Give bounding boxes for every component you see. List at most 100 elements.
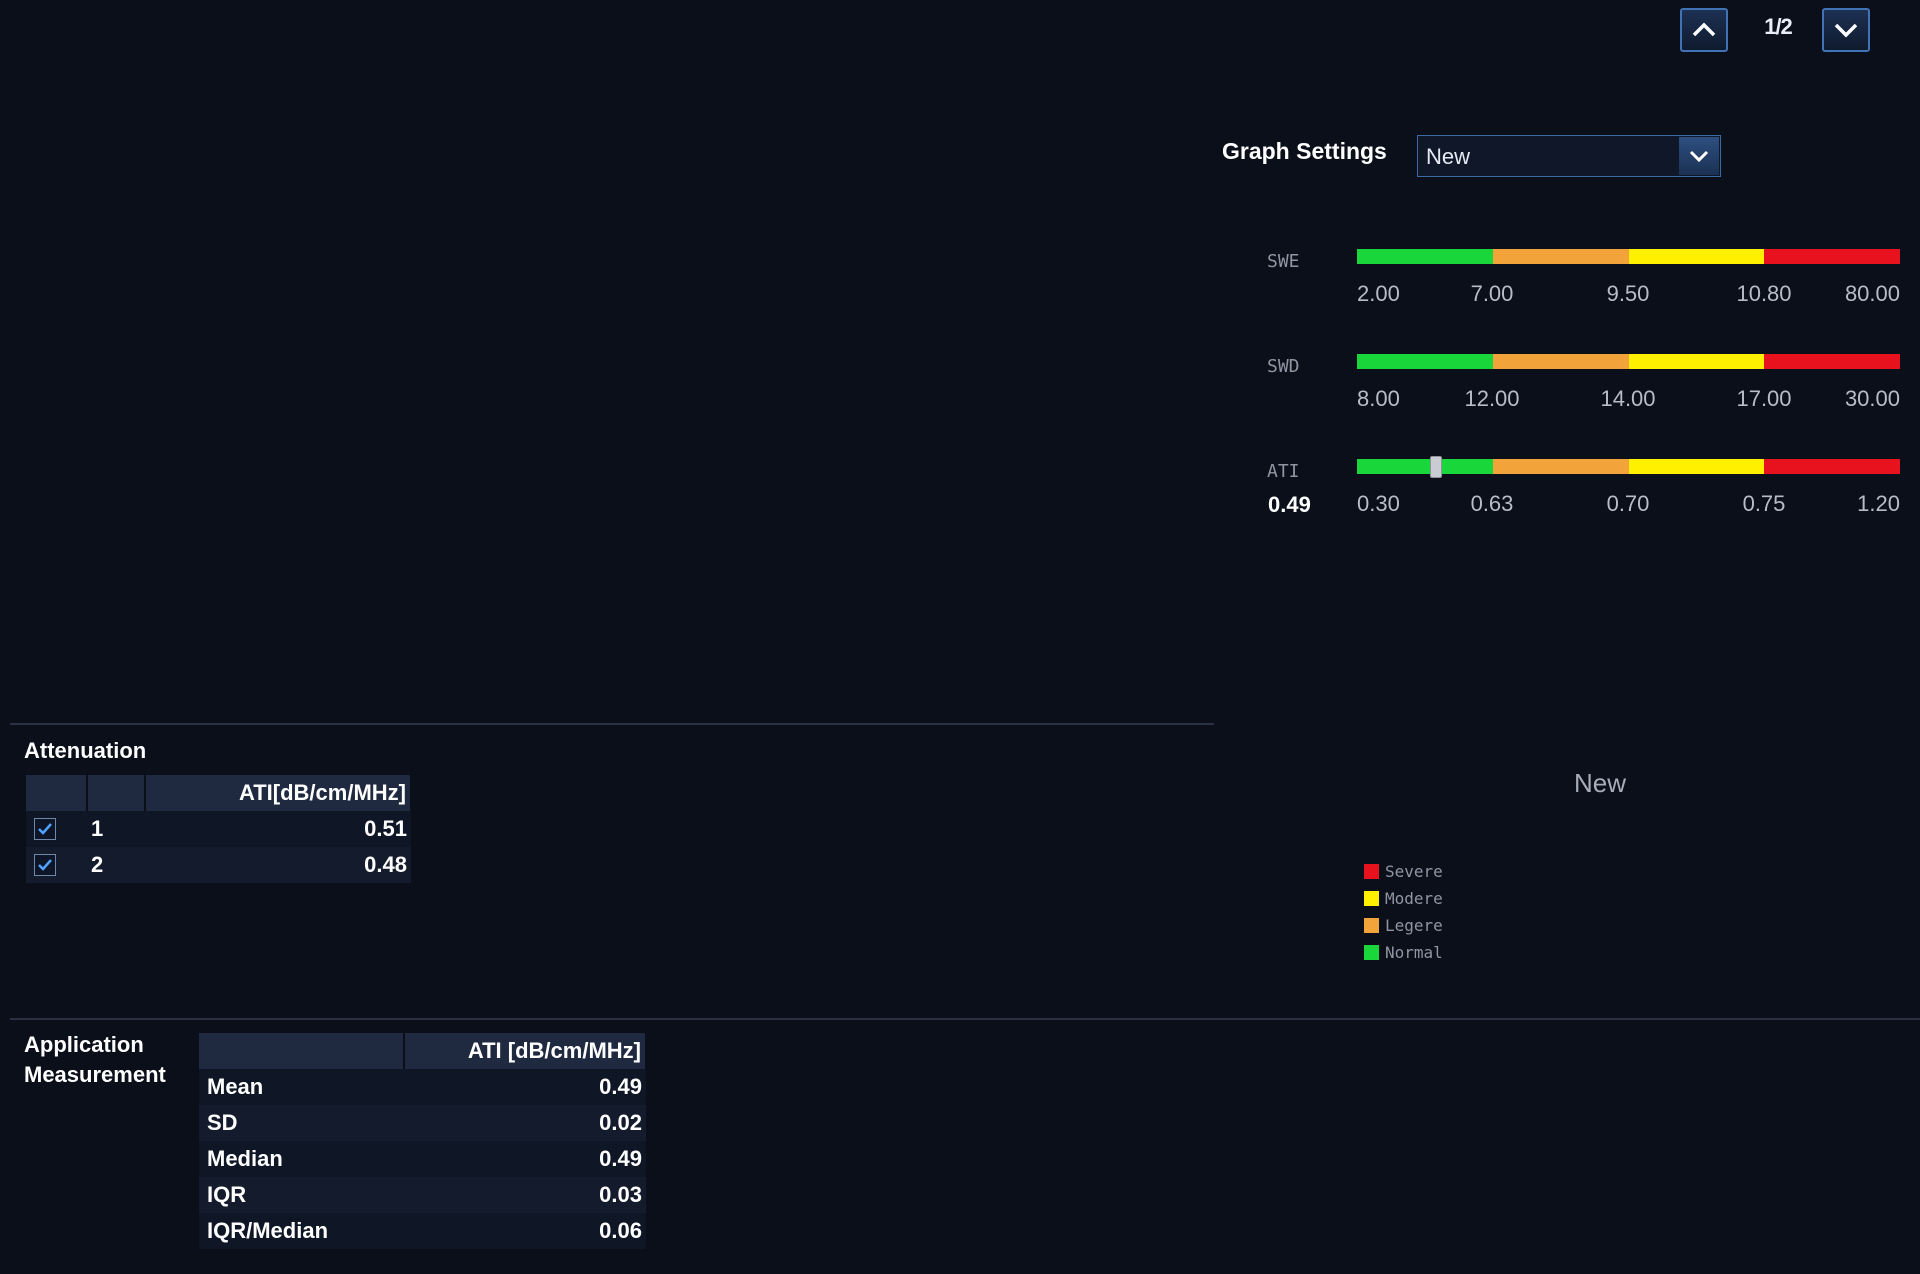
ati-value-marker: [1430, 456, 1442, 478]
row-value: 0.49: [404, 1141, 646, 1177]
legend-swatch-severe: [1364, 864, 1379, 879]
ati-ticks: 0.30 0.63 0.70 0.75 1.20: [1357, 491, 1900, 521]
swd-tick: 17.00: [1736, 386, 1792, 411]
row-label: IQR/Median: [199, 1213, 404, 1249]
row-value: 0.03: [404, 1177, 646, 1213]
legend-item: Severe: [1364, 862, 1443, 881]
table-row: Median 0.49: [199, 1141, 646, 1177]
ati-scale-bar: [1357, 459, 1900, 474]
column-header-ati: ATI[dB/cm/MHz]: [145, 775, 412, 811]
row-index: 2: [87, 847, 145, 883]
table-row: IQR 0.03: [199, 1177, 646, 1213]
row-select-cell: [26, 811, 87, 847]
swd-tick: 8.00: [1357, 386, 1400, 411]
row-checkbox[interactable]: [34, 854, 56, 876]
legend-label: Severe: [1385, 862, 1443, 881]
row-value: 0.49: [404, 1069, 646, 1105]
page-indicator: 1/2: [1764, 14, 1793, 39]
ati-severe-segment: [1764, 459, 1900, 474]
swe-tick: 2.00: [1357, 281, 1400, 306]
graph-settings-select[interactable]: New: [1417, 135, 1721, 177]
legend-title: New: [1573, 768, 1626, 798]
swd-tick: 12.00: [1464, 386, 1520, 411]
graph-settings-value: New: [1426, 144, 1471, 169]
swe-legere-segment: [1492, 249, 1629, 264]
legend-label: Legere: [1385, 916, 1443, 935]
swe-scale-bar: [1357, 249, 1900, 264]
ati-tick: 0.30: [1357, 491, 1400, 516]
table-row: SD 0.02: [199, 1105, 646, 1141]
legend-swatch-legere: [1364, 918, 1379, 933]
swe-ticks: 2.00 7.00 9.50 10.80 80.00: [1357, 281, 1900, 311]
swd-tick: 30.00: [1844, 386, 1900, 411]
application-measurement-title-line1: Application: [24, 1032, 144, 1057]
checkmark-icon: [38, 823, 52, 835]
row-index: 1: [87, 811, 145, 847]
ati-tick: 1.20: [1857, 491, 1900, 516]
application-measurement-table: ATI [dB/cm/MHz] Mean 0.49 SD 0.02 Median…: [199, 1033, 647, 1249]
swd-scale-bar: [1357, 354, 1900, 369]
graph-settings-label: Graph Settings: [1222, 138, 1387, 164]
row-label: Median: [199, 1141, 404, 1177]
swe-tick: 80.00: [1844, 281, 1900, 306]
swe-tick: 7.00: [1470, 281, 1514, 306]
table-header-row: ATI [dB/cm/MHz]: [199, 1033, 647, 1069]
swd-label: SWD: [1267, 356, 1300, 377]
swd-modere-segment: [1628, 354, 1765, 369]
swe-label: SWE: [1267, 251, 1300, 272]
ati-normal-segment: [1357, 459, 1493, 474]
row-label: Mean: [199, 1069, 404, 1105]
legend-item: Modere: [1364, 889, 1443, 908]
chevron-up-icon: [1692, 22, 1716, 37]
row-value: 0.06: [404, 1213, 646, 1249]
row-select-cell: [26, 847, 87, 883]
ati-tick: 0.70: [1606, 491, 1650, 516]
legend-item: Normal: [1364, 943, 1443, 962]
table-row: Mean 0.49: [199, 1069, 646, 1105]
swd-normal-segment: [1357, 354, 1493, 369]
row-value: 0.48: [145, 847, 411, 883]
row-value: 0.02: [404, 1105, 646, 1141]
row-label: SD: [199, 1105, 404, 1141]
table-row: IQR/Median 0.06: [199, 1213, 646, 1249]
row-checkbox[interactable]: [34, 818, 56, 840]
swd-severe-segment: [1764, 354, 1900, 369]
ati-tick: 0.63: [1470, 491, 1514, 516]
page-down-button[interactable]: [1822, 8, 1870, 52]
legend-item: Legere: [1364, 916, 1443, 935]
divider: [10, 723, 1214, 725]
legend-swatch-modere: [1364, 891, 1379, 906]
table-row: 1 0.51: [26, 811, 411, 847]
column-header-select: [26, 775, 88, 811]
row-label: IQR: [199, 1177, 404, 1213]
application-measurement-title-line2: Measurement: [24, 1062, 166, 1087]
swd-tick: 14.00: [1600, 386, 1656, 411]
graph-settings-dropdown-button[interactable]: [1679, 137, 1719, 175]
column-header-index: [87, 775, 146, 811]
swe-normal-segment: [1357, 249, 1493, 264]
checkmark-icon: [38, 859, 52, 871]
divider: [10, 1018, 1920, 1020]
swd-legere-segment: [1492, 354, 1629, 369]
row-value: 0.51: [145, 811, 411, 847]
attenuation-table: ATI[dB/cm/MHz] 1 0.51 2 0.48: [26, 775, 412, 883]
table-row: 2 0.48: [26, 847, 411, 883]
column-header-statistic: [199, 1033, 405, 1069]
application-measurement-title: Application Measurement: [24, 1030, 166, 1090]
page-up-button[interactable]: [1680, 8, 1728, 52]
ati-current-value: 0.49: [1268, 492, 1311, 517]
chevron-down-icon: [1834, 23, 1858, 38]
swd-ticks: 8.00 12.00 14.00 17.00 30.00: [1357, 386, 1900, 416]
swe-severe-segment: [1764, 249, 1900, 264]
swe-tick: 10.80: [1736, 281, 1792, 306]
legend-label: Normal: [1385, 943, 1443, 962]
legend-swatch-normal: [1364, 945, 1379, 960]
ati-tick: 0.75: [1742, 491, 1786, 516]
swe-modere-segment: [1628, 249, 1765, 264]
swe-tick: 9.50: [1606, 281, 1650, 306]
column-header-ati: ATI [dB/cm/MHz]: [404, 1033, 647, 1069]
table-header-row: ATI[dB/cm/MHz]: [26, 775, 412, 811]
legend-label: Modere: [1385, 889, 1443, 908]
attenuation-title: Attenuation: [24, 738, 147, 763]
ati-modere-segment: [1628, 459, 1765, 474]
